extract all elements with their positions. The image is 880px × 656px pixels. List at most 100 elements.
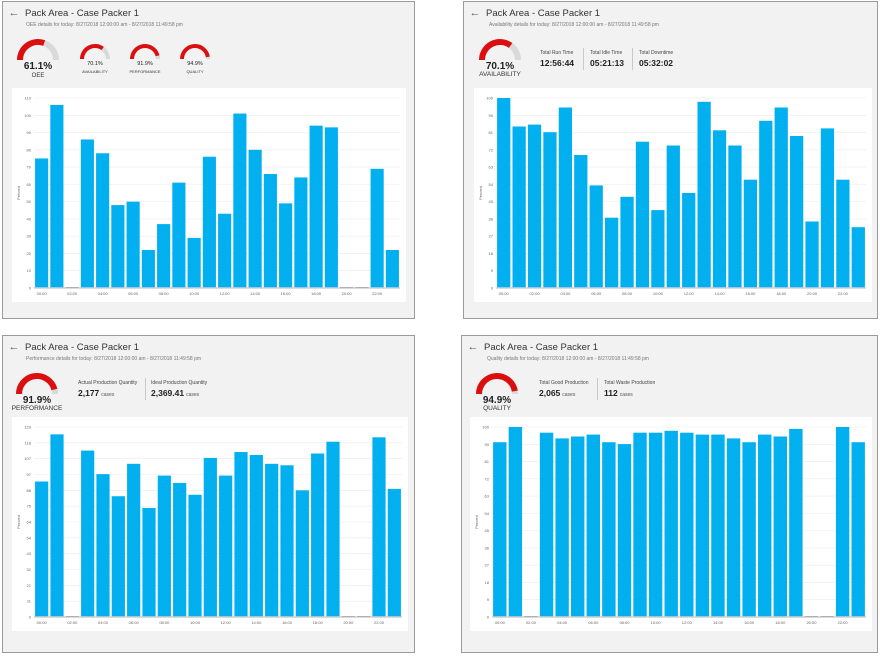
x-tick-label: 22:00 bbox=[838, 620, 849, 625]
stat-divider bbox=[632, 48, 633, 70]
x-tick-label: 18:00 bbox=[775, 620, 786, 625]
gauge-fill bbox=[16, 373, 58, 394]
performance-value: 91.9% bbox=[22, 395, 52, 406]
x-tick-label: 16:00 bbox=[281, 291, 292, 296]
back-button[interactable]: ← bbox=[3, 2, 25, 24]
gauge-arc bbox=[17, 39, 59, 60]
data-bar bbox=[635, 141, 650, 288]
data-bar bbox=[493, 442, 507, 617]
y-tick-label: 45 bbox=[489, 199, 494, 204]
gauge-fill bbox=[130, 44, 160, 59]
data-bar bbox=[111, 496, 125, 617]
data-bar bbox=[617, 444, 632, 617]
oee-chart: 0 10 20 30 40 50 60 70 80 90 100 110 Percent 00:00 02:… bbox=[12, 88, 406, 302]
bar-chart-svg: 0 9 18 27 36 45 54 63 72 81 90 100 Percent 00:00 02:00… bbox=[474, 425, 866, 625]
data-bar bbox=[851, 442, 865, 617]
total-good-production-value: 2,065 bbox=[539, 388, 561, 398]
data-bar bbox=[142, 508, 156, 617]
back-button[interactable]: ← bbox=[462, 336, 484, 358]
y-tick-label: 100 bbox=[24, 113, 31, 118]
data-bar bbox=[835, 427, 850, 617]
data-bar bbox=[574, 155, 588, 288]
data-bar bbox=[605, 217, 619, 288]
data-bar bbox=[664, 430, 678, 617]
data-bar bbox=[508, 427, 523, 617]
data-bar bbox=[773, 436, 787, 617]
x-tick-label: 08:00 bbox=[159, 291, 170, 296]
bar-chart-svg: 0 9 18 27 36 45 54 63 72 81 90 100 Percent 00:00 02:00… bbox=[478, 96, 866, 296]
x-tick-label: 10:00 bbox=[189, 291, 200, 296]
oee-value: 61.1% bbox=[23, 61, 53, 72]
total-idle-time-label: Total Idle Time bbox=[590, 50, 623, 56]
total-waste-production: Total Waste Production 112 cases bbox=[604, 381, 655, 398]
total-idle-time-value: 05:21:13 bbox=[590, 58, 625, 68]
y-tick-label: 21 bbox=[27, 583, 32, 588]
total-downtime-label: Total Downtime bbox=[639, 50, 674, 56]
y-tick-label: 36 bbox=[489, 216, 494, 221]
data-bar bbox=[695, 434, 710, 617]
ideal-production-quantity-value: 2,369.41 bbox=[151, 388, 185, 398]
data-bar bbox=[80, 139, 94, 288]
gauge-arc bbox=[80, 44, 110, 59]
data-bar bbox=[728, 145, 742, 288]
quality-panel: ← Pack Area - Case Packer 1 Quality deta… bbox=[461, 335, 878, 653]
x-tick-label: 08:00 bbox=[622, 291, 633, 296]
x-tick-label: 00:00 bbox=[499, 291, 510, 296]
y-axis-label: Percent bbox=[16, 514, 21, 529]
data-bar bbox=[385, 250, 399, 288]
data-bar bbox=[265, 463, 279, 617]
x-tick-label: 04:00 bbox=[98, 620, 109, 625]
total-good-production-unit: cases bbox=[562, 392, 576, 398]
data-bar bbox=[539, 432, 554, 617]
data-bar bbox=[157, 224, 171, 288]
x-tick-label: 16:00 bbox=[744, 620, 755, 625]
y-tick-label: 50 bbox=[27, 199, 32, 204]
total-downtime: Total Downtime 05:32:02 bbox=[639, 51, 673, 68]
stat-divider bbox=[145, 378, 146, 400]
availability-mini-gauge: 70.1% AVAILABILITY bbox=[80, 44, 110, 76]
data-bar bbox=[602, 442, 616, 617]
y-tick-label: 72 bbox=[485, 476, 490, 481]
bar-chart-svg: 0 11 21 32 43 54 64 75 86 97 107 118 129 Percent 00:00… bbox=[16, 425, 402, 625]
x-tick-label: 02:00 bbox=[67, 620, 78, 625]
page-subtitle: Performance details for today: 8/27/2018… bbox=[26, 356, 202, 362]
data-bar bbox=[279, 203, 293, 288]
y-tick-label: 97 bbox=[27, 472, 32, 477]
data-bar bbox=[324, 127, 338, 288]
y-tick-label: 80 bbox=[27, 147, 32, 152]
availability-value: 70.1% bbox=[485, 61, 515, 72]
quality-chart: 0 9 18 27 36 45 54 63 72 81 90 100 Percent 00:00 02:00… bbox=[470, 417, 872, 631]
data-bar bbox=[571, 436, 585, 617]
y-tick-label: 18 bbox=[485, 580, 490, 585]
total-run-time-value: 12:56:44 bbox=[540, 58, 575, 68]
data-bar bbox=[697, 101, 711, 288]
y-tick-label: 72 bbox=[489, 147, 494, 152]
data-bar bbox=[172, 182, 186, 288]
gauge-arc bbox=[479, 39, 521, 60]
actual-production-quantity-unit: cases bbox=[101, 392, 115, 398]
data-bar bbox=[651, 210, 665, 288]
y-tick-label: 60 bbox=[27, 182, 32, 187]
data-bar bbox=[387, 488, 401, 617]
back-button[interactable]: ← bbox=[464, 2, 486, 24]
x-tick-label: 04:00 bbox=[557, 620, 568, 625]
data-bar bbox=[280, 465, 294, 617]
y-tick-label: 100 bbox=[486, 96, 493, 101]
x-tick-label: 06:00 bbox=[129, 620, 140, 625]
availability-label: AVAILABILITY bbox=[479, 71, 521, 78]
y-tick-label: 0 bbox=[487, 615, 490, 620]
total-idle-time: Total Idle Time 05:21:13 bbox=[590, 51, 624, 68]
data-bar bbox=[759, 120, 773, 288]
availability-mini-label: AVAILABILITY bbox=[82, 69, 108, 74]
y-tick-label: 9 bbox=[491, 268, 494, 273]
y-tick-label: 90 bbox=[27, 130, 32, 135]
quality-gauge: 94.9% QUALITY bbox=[476, 372, 518, 416]
data-bar bbox=[35, 481, 49, 617]
back-button[interactable]: ← bbox=[3, 336, 25, 358]
data-bar bbox=[96, 153, 110, 288]
x-tick-label: 20:00 bbox=[806, 620, 817, 625]
availability-mini-value: 70.1% bbox=[87, 61, 103, 67]
quality-label: QUALITY bbox=[483, 405, 511, 412]
gauge-fill bbox=[180, 44, 210, 59]
data-bar bbox=[263, 174, 277, 288]
